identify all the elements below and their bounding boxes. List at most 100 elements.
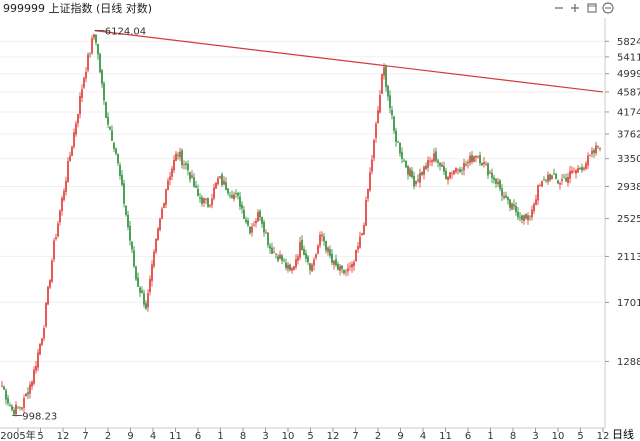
candle-body — [147, 293, 149, 308]
candle-body — [169, 176, 171, 181]
y-tick-label: 1701 — [617, 298, 640, 309]
x-tick-label: 4 — [150, 431, 156, 441]
candle-body — [429, 160, 431, 162]
candle-body — [367, 188, 369, 199]
candle-body — [473, 156, 475, 162]
candle-body — [463, 163, 465, 171]
x-tick-label: 8 — [510, 431, 516, 441]
candle-body — [53, 240, 55, 260]
candle-body — [455, 168, 457, 173]
candle-body — [495, 178, 497, 184]
candle-body — [201, 197, 203, 204]
candle-body — [171, 168, 173, 177]
candle-body — [105, 102, 107, 118]
period-label[interactable]: 日线 — [612, 427, 634, 441]
candle-body — [251, 226, 253, 233]
x-axis: 2005年 5 12 7 2 9 4 11 6 1 8 3 10 5 12 7 2 9 4 11 6 1 8 3 10 5 12 — [0, 428, 609, 441]
candle-body — [259, 210, 261, 218]
candle-body — [443, 165, 445, 172]
candle-body — [5, 390, 7, 400]
x-tick-label: 3 — [532, 431, 538, 441]
candle-body — [189, 172, 191, 180]
candle-body — [267, 232, 269, 246]
candle-body — [501, 188, 503, 196]
x-tick-label: 10 — [552, 431, 565, 441]
candle-body — [369, 172, 371, 191]
candle-body — [591, 150, 593, 155]
candle-body — [87, 54, 89, 71]
candle-body — [197, 188, 199, 196]
candle-body — [509, 199, 511, 208]
candle-body — [231, 195, 233, 198]
candle-body — [49, 279, 51, 288]
candle-body — [483, 161, 485, 165]
candle-body — [89, 53, 91, 55]
candle-body — [587, 155, 589, 166]
candle-body — [497, 181, 499, 185]
candle-body — [413, 175, 415, 187]
candle-body — [281, 255, 283, 261]
candle-body — [537, 185, 539, 201]
candle-body — [481, 163, 483, 166]
y-tick-label: 1288 — [617, 357, 640, 368]
candle-body — [135, 266, 137, 280]
candle-body — [125, 205, 127, 215]
candle-body — [515, 205, 517, 213]
x-tick-label: 4 — [420, 431, 426, 441]
candle-body — [425, 165, 427, 169]
candle-body — [391, 109, 393, 116]
candle-body — [83, 77, 85, 88]
candle-body — [457, 169, 459, 171]
candle-body — [357, 246, 359, 250]
candle-body — [333, 260, 335, 265]
candle-body — [91, 38, 93, 54]
candle-body — [313, 259, 315, 266]
candle-body — [185, 163, 187, 165]
candle-body — [205, 198, 207, 200]
candle-body — [139, 287, 141, 293]
candle-body — [39, 344, 41, 355]
close-icon[interactable] — [602, 2, 614, 14]
candle-body — [579, 168, 581, 169]
candle-body — [513, 204, 515, 207]
candle-body — [577, 168, 579, 173]
candle-body — [207, 197, 209, 207]
candle-body — [407, 166, 409, 175]
candle-body — [69, 155, 71, 162]
annotations: 6124.04 998.23 — [12, 27, 146, 422]
candle-body — [589, 155, 591, 157]
x-tick-label: 2005年 — [0, 429, 35, 441]
candle-body — [335, 259, 337, 266]
candle-body — [19, 406, 21, 408]
candle-body — [283, 260, 285, 262]
candle-body — [145, 303, 147, 309]
candle-body — [385, 66, 387, 88]
restore-icon[interactable] — [587, 3, 597, 13]
candle-body — [253, 224, 255, 226]
y-tick-label: 4174 — [617, 107, 640, 118]
candle-body — [525, 213, 527, 219]
candle-body — [563, 177, 565, 179]
candle-body — [195, 185, 197, 188]
candle-body — [63, 190, 65, 200]
candle-body — [213, 187, 215, 199]
x-tick-label: 1 — [487, 431, 493, 441]
x-tick-label: 7 — [82, 431, 88, 441]
candle-body — [593, 150, 595, 153]
candle-body — [331, 253, 333, 263]
candle-body — [573, 171, 575, 173]
candle-body — [451, 173, 453, 175]
x-tick-label: 10 — [282, 431, 295, 441]
chart-title: 999999 上证指数 (日线 对数) — [3, 1, 152, 15]
x-tick-label: 6 — [465, 431, 471, 441]
candle-body — [149, 278, 151, 293]
plus-icon[interactable] — [571, 4, 579, 12]
candle-body — [229, 194, 231, 196]
candle-body — [487, 163, 489, 176]
y-axis: 5824 5411 4999 4587 4174 3762 3350 2938 2525 2113… — [605, 37, 640, 368]
trendline[interactable] — [94, 30, 604, 93]
candle-body — [23, 398, 25, 408]
candle-body — [559, 182, 561, 185]
candle-body — [311, 264, 313, 272]
